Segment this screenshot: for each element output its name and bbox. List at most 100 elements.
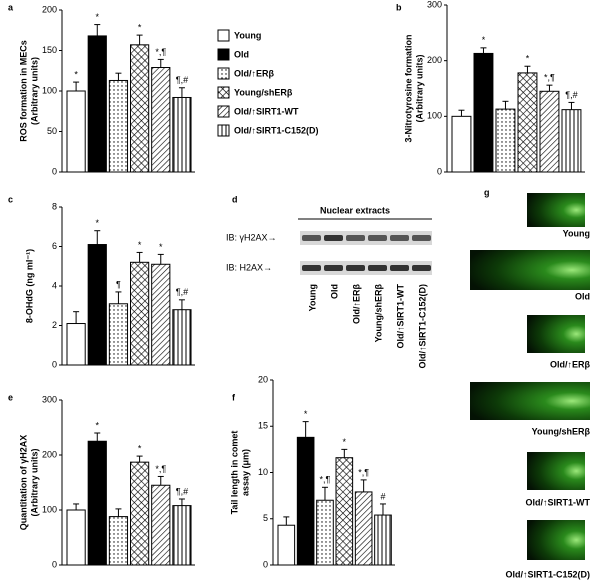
blot-band: [368, 265, 387, 271]
comet-image: [527, 452, 585, 490]
comet-image: [470, 382, 590, 420]
blot-band: [302, 235, 321, 241]
y-tick-label: 100: [42, 504, 57, 514]
y-axis-label: Tail length in comet: [229, 431, 239, 515]
comet-label: Old/↑ERβ: [550, 359, 591, 369]
y-tick-label: 100: [42, 85, 57, 95]
annotation: #: [380, 491, 385, 501]
annotation: *,¶: [155, 464, 166, 474]
bar: [316, 499, 334, 566]
y-tick-label: 100: [427, 111, 442, 121]
panel-letter: a: [8, 2, 14, 12]
legend-swatch: [217, 29, 230, 42]
blot-row-label: IB: γH2AX→: [226, 232, 277, 242]
annotation: ¶,#: [176, 287, 188, 297]
blot-title: Nuclear extracts: [320, 205, 390, 215]
panel-letter: g: [484, 187, 490, 197]
blot-band: [346, 265, 365, 271]
bar: [66, 509, 86, 566]
legend-swatch: [217, 124, 230, 137]
blot-band: [390, 235, 409, 241]
bar: [108, 303, 129, 366]
panel-letter: f: [232, 392, 236, 402]
y-tick-label: 5: [263, 513, 268, 523]
bar: [151, 67, 171, 173]
legend-label: Old/↑SIRT1-WT: [234, 106, 299, 116]
legend-label: Old: [234, 49, 249, 59]
panel-letter: b: [396, 2, 402, 12]
annotation: *: [159, 242, 163, 252]
y-axis-label: 3-Nitrotyrosine formation: [403, 34, 413, 142]
y-axis-label: (Arbitrary units): [414, 54, 424, 122]
annotation: *: [526, 54, 530, 64]
comet-image: [527, 193, 585, 227]
annotation: *: [482, 35, 486, 45]
annotation: ¶,#: [176, 486, 188, 496]
comet-label: Old/↑SIRT1-C152(D): [505, 569, 590, 579]
y-tick-label: 150: [42, 45, 57, 55]
blot-strip: [300, 231, 432, 245]
bar: [539, 90, 560, 173]
bar: [130, 261, 150, 366]
annotation: *: [96, 420, 100, 430]
y-tick-label: 0: [263, 559, 268, 569]
panel-letter: c: [8, 194, 13, 204]
bar: [172, 309, 192, 366]
bar: [108, 516, 129, 566]
y-tick-label: 2: [52, 320, 57, 330]
legend-label: Old/↑SIRT1-C152(D): [234, 125, 319, 135]
y-tick-label: 0: [52, 166, 57, 176]
comet-image: [470, 250, 590, 290]
legend-label: Old/↑ERβ: [234, 68, 275, 78]
annotation: *: [138, 443, 142, 453]
y-axis-label: 8-OHdG (ng ml⁻¹): [24, 249, 34, 323]
bar: [87, 440, 107, 566]
bar: [172, 96, 192, 173]
annotation: ¶: [116, 279, 121, 289]
lane-label: Old/↑ERβ: [351, 283, 361, 324]
legend-swatch: [217, 67, 230, 80]
bar: [374, 514, 392, 566]
y-axis-label: Quantitation of γH2AX: [18, 435, 28, 531]
y-axis-label: ROS formation in MECs: [18, 40, 28, 142]
y-tick-label: 200: [427, 55, 442, 65]
y-tick-label: 10: [258, 467, 268, 477]
blot-band: [302, 265, 321, 271]
y-tick-label: 6: [52, 241, 57, 251]
bar: [517, 72, 538, 173]
bar: [151, 484, 171, 566]
bar: [354, 491, 373, 566]
bar: [495, 108, 516, 173]
y-tick-label: 15: [258, 421, 268, 431]
y-axis-label: assay (μm): [240, 449, 250, 496]
annotation: *,¶: [155, 47, 166, 57]
y-axis-label: (Arbitrary units): [29, 448, 39, 516]
y-tick-label: 0: [52, 359, 57, 369]
bar: [451, 115, 472, 173]
lane-label: Old: [329, 284, 339, 299]
bar: [473, 52, 494, 173]
bar: [130, 44, 150, 173]
bar: [87, 244, 107, 366]
annotation: *: [74, 69, 78, 79]
lane-label: Young/shERβ: [373, 283, 383, 342]
comet-label: Old/↑SIRT1-WT: [526, 497, 591, 507]
bar: [277, 524, 296, 566]
blot-band: [346, 235, 365, 241]
blot-band: [412, 235, 431, 241]
annotation: *: [304, 409, 308, 419]
bar: [335, 457, 354, 566]
annotation: *: [138, 240, 142, 250]
comet-label: Young/shERβ: [532, 426, 591, 436]
lane-label: Old/↑SIRT1-WT: [395, 284, 405, 349]
lane-label: Old/↑SIRT1-C152(D): [417, 284, 427, 369]
comet-image: [527, 315, 585, 353]
blot-band: [412, 265, 431, 271]
blot-row-label: IB: H2AX→: [226, 262, 272, 272]
bar: [172, 505, 192, 566]
annotation: *,¶: [358, 467, 369, 477]
y-tick-label: 50: [47, 126, 57, 136]
bar: [130, 461, 150, 566]
blot-strip: [300, 261, 432, 275]
